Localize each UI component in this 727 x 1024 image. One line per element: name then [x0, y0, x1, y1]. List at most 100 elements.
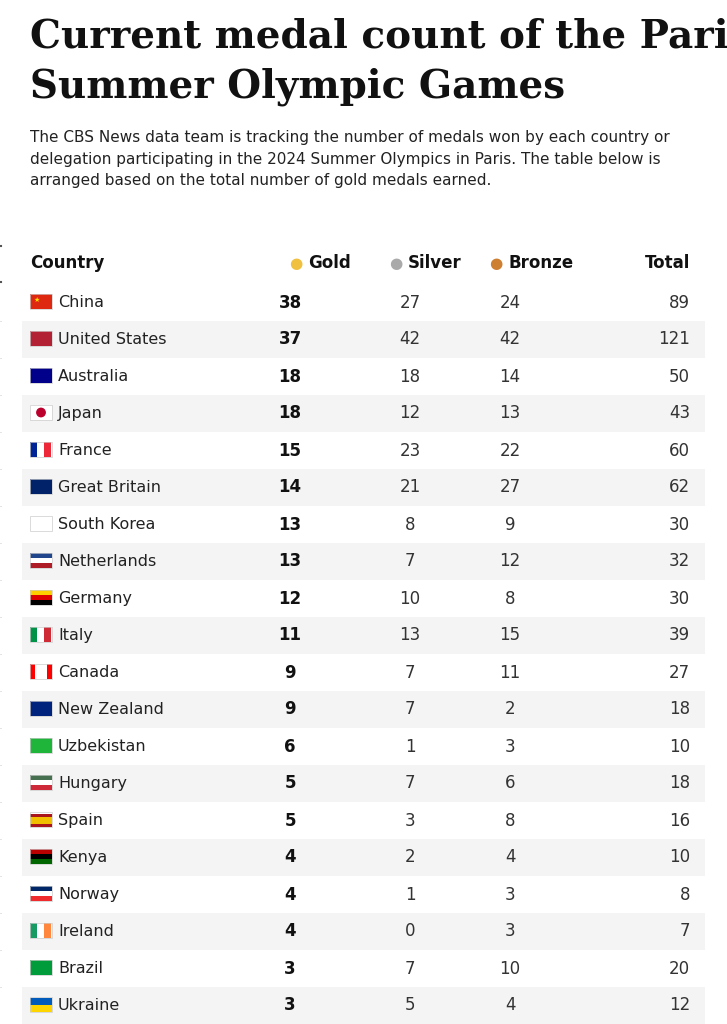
Text: 30: 30 — [669, 590, 690, 607]
Text: 13: 13 — [399, 627, 421, 644]
Text: 42: 42 — [399, 331, 420, 348]
Bar — [30, 664, 35, 679]
Bar — [22, 839, 705, 876]
Text: 3: 3 — [284, 959, 296, 978]
Bar — [30, 923, 52, 938]
Text: 27: 27 — [669, 664, 690, 682]
Bar — [30, 294, 52, 309]
Bar — [30, 701, 52, 716]
Bar — [30, 553, 52, 558]
Bar — [30, 961, 52, 975]
Text: Canada: Canada — [58, 665, 119, 680]
Text: 0: 0 — [405, 923, 415, 940]
Bar — [30, 738, 52, 753]
Bar — [30, 600, 52, 605]
Text: 11: 11 — [499, 664, 521, 682]
Text: ●: ● — [290, 256, 308, 271]
Bar — [30, 294, 52, 309]
Text: 10: 10 — [669, 737, 690, 756]
Text: 24: 24 — [499, 294, 521, 311]
Text: 89: 89 — [669, 294, 690, 311]
Bar — [30, 886, 52, 901]
Bar — [44, 923, 51, 938]
Text: Brazil: Brazil — [58, 961, 103, 976]
Text: 12: 12 — [278, 590, 302, 607]
Text: 7: 7 — [405, 664, 415, 682]
Text: 60: 60 — [669, 441, 690, 460]
Text: New Zealand: New Zealand — [58, 702, 164, 717]
Bar — [30, 814, 52, 817]
Text: France: France — [58, 443, 112, 458]
Text: 2: 2 — [505, 700, 515, 719]
Bar — [30, 785, 52, 790]
Bar — [37, 442, 44, 457]
Text: 22: 22 — [499, 441, 521, 460]
Text: 6: 6 — [284, 737, 296, 756]
Bar — [30, 479, 52, 494]
Text: Hungary: Hungary — [58, 776, 127, 791]
Bar — [30, 998, 52, 1005]
Text: 14: 14 — [499, 368, 521, 385]
Text: Netherlands: Netherlands — [58, 554, 156, 569]
Bar — [30, 824, 52, 827]
Text: 1: 1 — [405, 886, 415, 903]
Bar — [30, 479, 52, 494]
Text: 121: 121 — [658, 331, 690, 348]
Text: 14: 14 — [278, 478, 302, 497]
Text: 3: 3 — [405, 811, 415, 829]
Text: 38: 38 — [278, 294, 302, 311]
Text: 4: 4 — [284, 886, 296, 903]
Text: 13: 13 — [278, 553, 302, 570]
Bar — [37, 627, 44, 642]
Text: Gold: Gold — [308, 254, 350, 272]
Text: Current medal count of the Paris: Current medal count of the Paris — [30, 18, 727, 56]
Text: 3: 3 — [505, 923, 515, 940]
Bar — [35, 664, 47, 679]
Text: Country: Country — [30, 254, 105, 272]
Text: 10: 10 — [669, 849, 690, 866]
Text: Australia: Australia — [58, 369, 129, 384]
Text: 3: 3 — [505, 886, 515, 903]
Text: 42: 42 — [499, 331, 521, 348]
Text: 43: 43 — [669, 404, 690, 423]
Text: 32: 32 — [669, 553, 690, 570]
Text: 30: 30 — [669, 515, 690, 534]
Text: United States: United States — [58, 332, 166, 347]
Text: Spain: Spain — [58, 813, 103, 828]
Bar — [22, 691, 705, 728]
Text: Ukraine: Ukraine — [58, 998, 120, 1013]
Text: 3: 3 — [284, 996, 296, 1015]
Bar — [30, 775, 52, 790]
Bar — [30, 563, 52, 568]
Text: 20: 20 — [669, 959, 690, 978]
Text: Total: Total — [645, 254, 690, 272]
Text: 37: 37 — [278, 331, 302, 348]
Text: Italy: Italy — [58, 628, 93, 643]
Bar — [22, 617, 705, 654]
Text: 27: 27 — [399, 294, 420, 311]
Text: Norway: Norway — [58, 887, 119, 902]
Text: 13: 13 — [499, 404, 521, 423]
Bar — [30, 812, 52, 827]
Text: 15: 15 — [499, 627, 521, 644]
Bar — [30, 627, 52, 642]
Bar — [30, 558, 52, 563]
Text: 10: 10 — [399, 590, 420, 607]
Text: 18: 18 — [669, 774, 690, 793]
Text: Bronze: Bronze — [508, 254, 573, 272]
Text: 10: 10 — [499, 959, 521, 978]
Text: 9: 9 — [284, 700, 296, 719]
Bar — [22, 395, 705, 432]
Bar — [30, 406, 52, 420]
Bar — [30, 516, 52, 531]
Text: 8: 8 — [505, 811, 515, 829]
Text: 62: 62 — [669, 478, 690, 497]
Text: 23: 23 — [399, 441, 421, 460]
Bar — [37, 923, 44, 938]
Text: 39: 39 — [669, 627, 690, 644]
Bar — [30, 442, 52, 457]
Bar — [30, 442, 37, 457]
Bar — [22, 469, 705, 506]
Text: 6: 6 — [505, 774, 515, 793]
Text: 9: 9 — [505, 515, 515, 534]
